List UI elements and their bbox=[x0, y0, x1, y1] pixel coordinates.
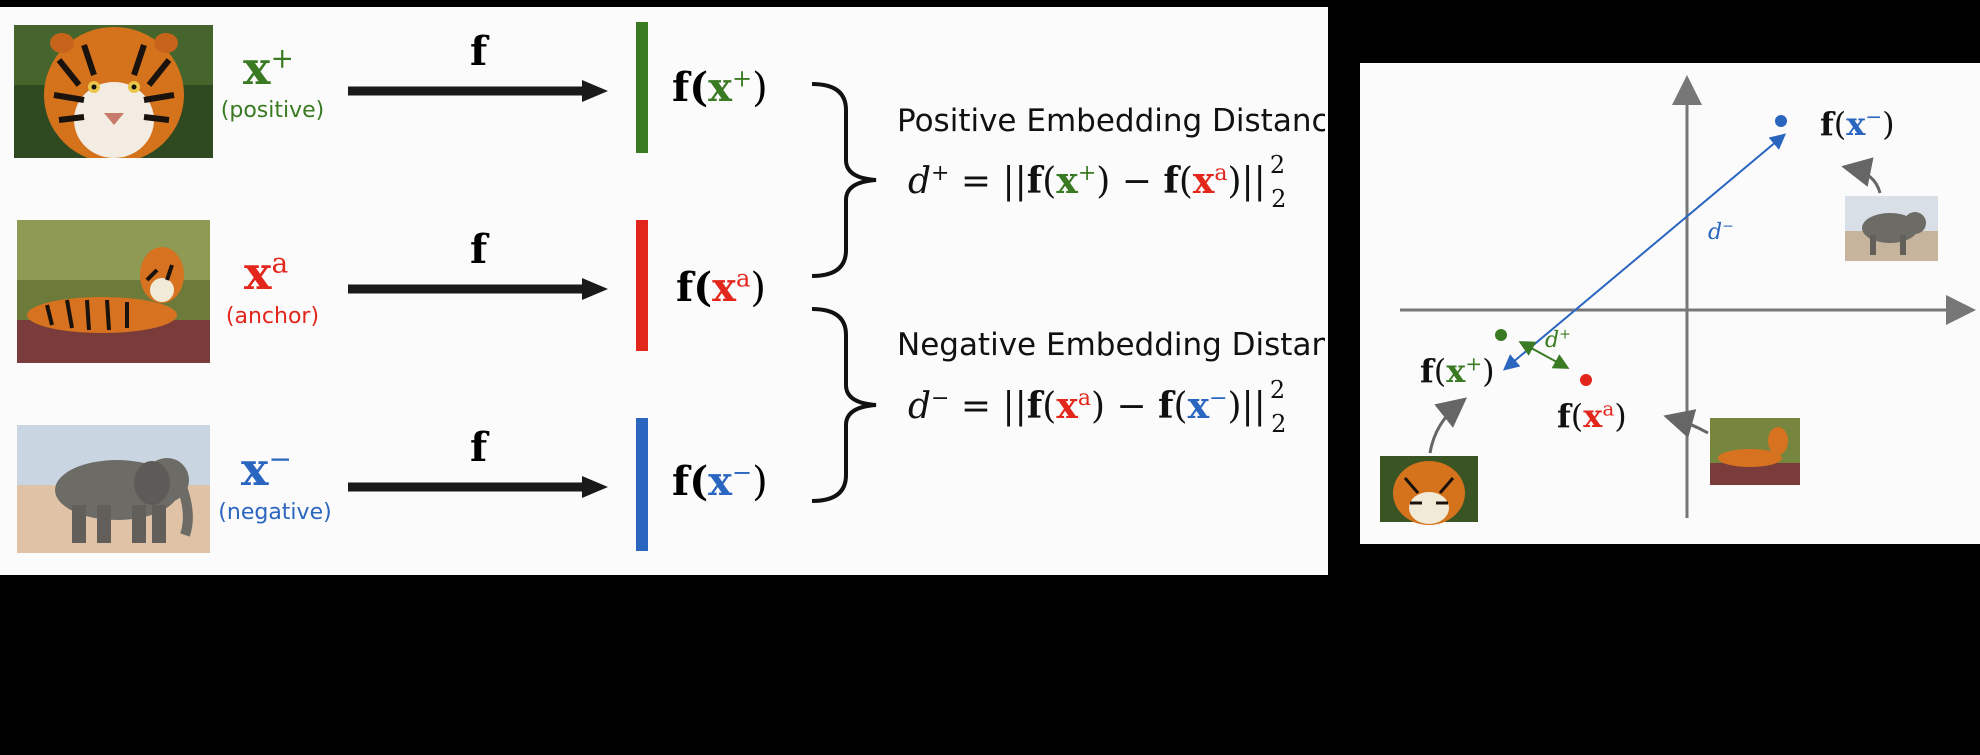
pointer-arrow-anchor bbox=[1663, 409, 1709, 439]
map-f-label-anchor: f bbox=[470, 226, 488, 273]
plot-label-positive: f(x+) bbox=[1420, 351, 1495, 390]
embedding-bar-anchor bbox=[636, 220, 648, 351]
tiger-lying-photo bbox=[17, 220, 210, 363]
map-f-label-positive: f bbox=[470, 28, 488, 75]
thumb-tiger-lying bbox=[1710, 418, 1800, 485]
negative-role-label: (negative) bbox=[218, 500, 332, 525]
point-negative bbox=[1775, 115, 1787, 127]
embedding-space-plot bbox=[1380, 75, 1976, 525]
thumb-elephant bbox=[1845, 196, 1938, 261]
positive-role-label: (positive) bbox=[220, 98, 325, 123]
brace-negative bbox=[811, 307, 877, 503]
negative-distance-title: Negative Embedding Distan bbox=[897, 327, 1325, 363]
anchor-role-label: (anchor) bbox=[225, 304, 320, 329]
plot-label-anchor: f(xa) bbox=[1557, 396, 1627, 435]
d-minus-label: d− bbox=[1708, 218, 1734, 245]
positive-distance-title: Positive Embedding Distanc bbox=[897, 103, 1325, 139]
elephant-photo bbox=[17, 425, 210, 553]
point-positive bbox=[1495, 329, 1507, 341]
positive-distance-equation: d+ = ||f(x+) − f(xa)|| 22 bbox=[908, 151, 1287, 213]
embedding-negative: f(x−) bbox=[672, 458, 768, 505]
negative-variable: x− bbox=[241, 442, 292, 496]
d-minus-arrow bbox=[1502, 133, 1787, 371]
plot-label-negative: f(x−) bbox=[1820, 104, 1895, 143]
point-anchor bbox=[1580, 374, 1592, 386]
pointer-arrow-positive bbox=[1428, 397, 1468, 454]
anchor-variable: xa bbox=[244, 246, 289, 300]
triplet-diagram-panel bbox=[0, 7, 1328, 575]
d-plus-arrow bbox=[1518, 341, 1570, 369]
mapping-arrow-anchor bbox=[348, 278, 608, 300]
brace-positive bbox=[811, 82, 877, 278]
tiger-portrait-photo bbox=[14, 25, 213, 158]
pointer-arrow-negative bbox=[1841, 157, 1882, 194]
d-plus-label: d+ bbox=[1545, 326, 1571, 353]
mapping-arrow-negative bbox=[348, 476, 608, 498]
mapping-arrow-positive bbox=[348, 80, 608, 102]
positive-variable: x+ bbox=[243, 41, 294, 95]
negative-distance-equation: d− = ||f(xa) − f(x−)|| 22 bbox=[908, 376, 1287, 438]
embedding-anchor: f(xa) bbox=[676, 264, 766, 311]
embedding-positive: f(x+) bbox=[672, 64, 768, 111]
map-f-label-negative: f bbox=[470, 424, 488, 471]
embedding-bar-negative bbox=[636, 418, 648, 551]
thumb-tiger-portrait bbox=[1380, 456, 1478, 525]
embedding-bar-positive bbox=[636, 22, 648, 153]
